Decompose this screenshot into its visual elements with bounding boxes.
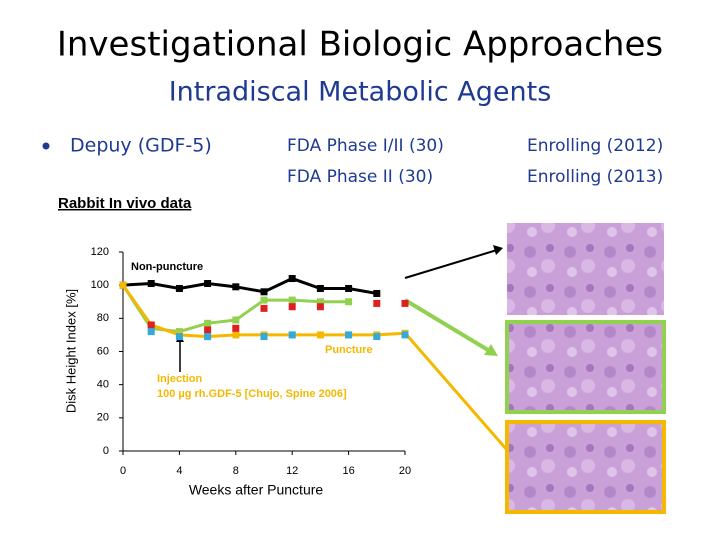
x-tick-label: 4 bbox=[176, 465, 182, 477]
data-marker bbox=[316, 331, 324, 339]
histology-image bbox=[507, 223, 664, 315]
data-marker bbox=[175, 284, 183, 292]
data-marker bbox=[288, 296, 296, 304]
data-marker bbox=[345, 298, 353, 306]
data-marker bbox=[204, 333, 212, 341]
series-line bbox=[122, 276, 378, 295]
bullet: Depuy (GDF-5) bbox=[70, 135, 212, 157]
data-marker bbox=[288, 331, 296, 339]
y-tick-label: 20 bbox=[97, 412, 109, 424]
trial-status: Enrolling (2012) bbox=[527, 136, 663, 156]
data-marker bbox=[345, 331, 353, 339]
x-tick-label: 8 bbox=[233, 465, 239, 477]
title: Investigational Biologic Approaches bbox=[57, 25, 663, 65]
y-tick-label: 120 bbox=[91, 246, 109, 258]
series-label: Non-puncture bbox=[131, 261, 203, 273]
series-label: Puncture bbox=[325, 344, 373, 356]
arrowhead bbox=[484, 344, 498, 356]
data-marker bbox=[373, 299, 381, 307]
annotation: Injection bbox=[157, 373, 203, 385]
data-marker bbox=[232, 324, 240, 332]
arrow bbox=[403, 298, 490, 352]
data-marker bbox=[345, 284, 353, 292]
annotation: 100 µg rh.GDF-5 [Chujo, Spine 2006] bbox=[157, 388, 347, 400]
data-marker bbox=[204, 326, 212, 334]
data-marker bbox=[260, 296, 268, 304]
trial-phase: FDA Phase I/II (30) bbox=[287, 136, 444, 156]
histology-image bbox=[505, 420, 666, 514]
connector bbox=[403, 332, 509, 451]
x-tick-label: 16 bbox=[342, 465, 354, 477]
data-marker bbox=[147, 280, 155, 288]
bullet-dot bbox=[42, 142, 50, 150]
x-tick-label: 20 bbox=[399, 465, 411, 477]
data-marker bbox=[119, 281, 127, 289]
subtitle: Intradiscal Metabolic Agents bbox=[169, 77, 552, 108]
arrow bbox=[404, 249, 498, 279]
data-marker bbox=[401, 331, 409, 339]
series-line bbox=[121, 284, 349, 334]
data-marker bbox=[260, 333, 268, 341]
data-marker bbox=[316, 284, 324, 292]
y-axis-label: Disk Height Index [%] bbox=[63, 289, 78, 413]
x-tick-label: 12 bbox=[286, 465, 298, 477]
data-marker bbox=[401, 299, 409, 307]
data-marker bbox=[147, 321, 155, 329]
data-marker bbox=[373, 333, 381, 341]
section-heading: Rabbit In vivo data bbox=[58, 195, 192, 212]
y-tick-label: 40 bbox=[97, 379, 109, 391]
y-tick-label: 0 bbox=[103, 445, 109, 457]
y-tick-label: 80 bbox=[97, 312, 109, 324]
data-marker bbox=[260, 288, 268, 296]
data-marker bbox=[316, 303, 324, 311]
data-marker bbox=[175, 333, 183, 341]
data-marker bbox=[288, 275, 296, 283]
x-tick-label: 0 bbox=[120, 465, 126, 477]
data-marker bbox=[288, 303, 296, 311]
y-tick-label: 60 bbox=[97, 345, 109, 357]
y-tick-label: 100 bbox=[91, 279, 109, 291]
arrowhead bbox=[493, 245, 503, 255]
data-marker bbox=[316, 298, 324, 306]
data-marker bbox=[373, 289, 381, 297]
data-marker bbox=[204, 319, 212, 327]
trial-status: Enrolling (2013) bbox=[527, 167, 663, 187]
data-marker bbox=[232, 283, 240, 291]
data-marker bbox=[232, 316, 240, 324]
histology-image bbox=[505, 320, 666, 414]
data-marker bbox=[232, 331, 240, 339]
trial-phase: FDA Phase II (30) bbox=[287, 167, 433, 187]
x-axis-label: Weeks after Puncture bbox=[189, 482, 324, 498]
data-marker bbox=[204, 280, 212, 288]
data-marker bbox=[260, 304, 268, 312]
data-marker bbox=[147, 328, 155, 336]
